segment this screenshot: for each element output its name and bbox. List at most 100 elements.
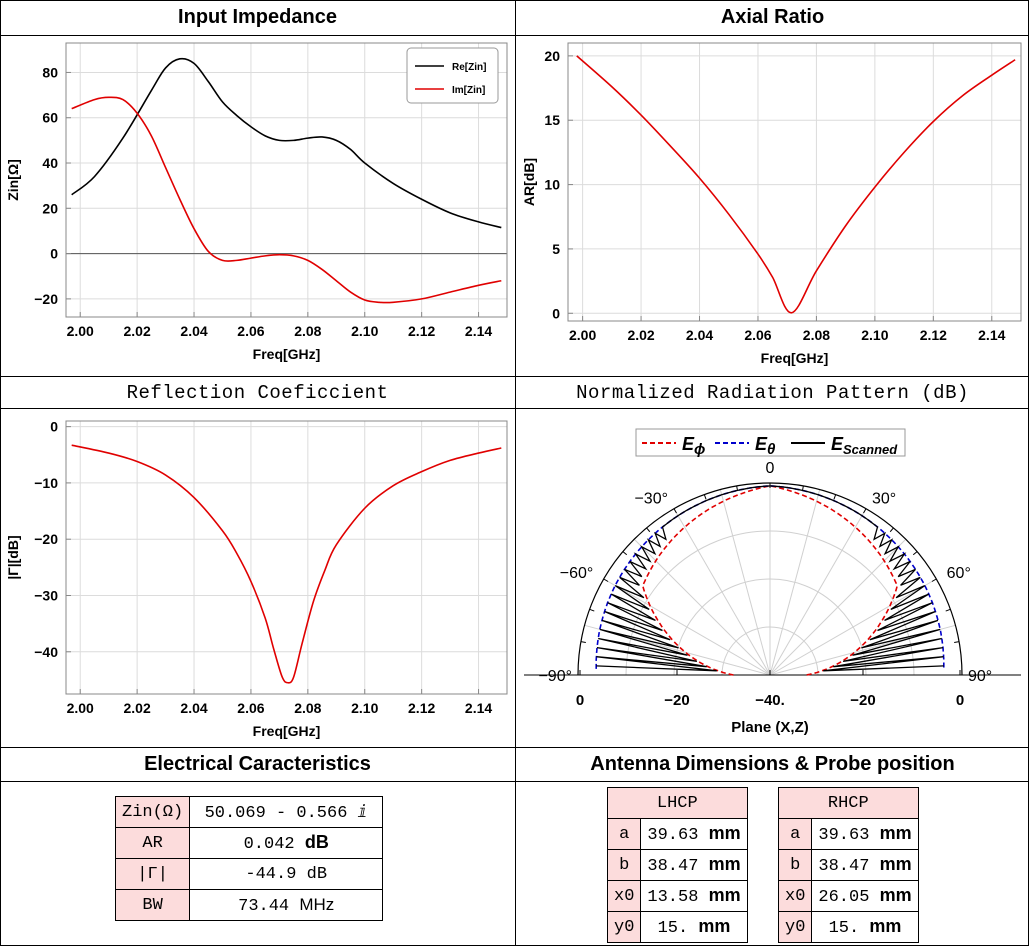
unit-text: mm — [869, 916, 902, 936]
dim-value: 39.63 mm — [811, 818, 919, 850]
polar-tick — [673, 508, 677, 514]
rhcp-header: RHCP — [778, 787, 919, 819]
e-theta-curve — [595, 485, 945, 669]
electrical-value: 73.44 MHz — [189, 889, 384, 921]
y-tick-label: −40 — [34, 644, 58, 660]
polar-spoke — [603, 578, 771, 676]
axial-ratio-panel-title: Axial Ratio — [720, 6, 825, 28]
legend-label: Eϕ — [682, 434, 705, 458]
polar-spoke — [719, 489, 771, 676]
x-tick-label: 2.00 — [67, 323, 94, 339]
reflection-panel-title: Reflection Coeficcient — [126, 381, 389, 404]
polar-tick — [833, 494, 837, 500]
dim-key: x0 — [606, 880, 642, 912]
unit-text: mm — [698, 916, 731, 936]
dim-key: y0 — [777, 911, 813, 943]
x-tick-label: 2.10 — [861, 327, 888, 343]
axial-ratio-chart: 2.00 2.02 2.04 2.06 2.08 2.10 2.12 2.14 0 5 10 15 20… — [521, 42, 1022, 366]
angle-label: 90° — [968, 668, 992, 685]
x-tick-label: 2.14 — [465, 700, 492, 716]
x-tick-label: 2.06 — [744, 327, 771, 343]
y-tick-label: 60 — [42, 110, 58, 126]
polar-tick — [580, 641, 586, 644]
table-row: b 38.47 mm — [606, 849, 748, 881]
dim-key: a — [777, 818, 813, 850]
plot-frame — [567, 42, 1022, 322]
table-row: BW 73.44 MHz — [114, 889, 384, 921]
electrical-key: |Γ| — [114, 858, 191, 890]
x-tick-label: 2.00 — [569, 327, 596, 343]
unit-text: MHz — [299, 894, 335, 914]
x-tick-label: 2.08 — [803, 327, 830, 343]
table-row: x0 26.05 mm — [777, 880, 919, 912]
dimensions-panel-title: Antenna Dimensions & Probe position — [590, 753, 955, 775]
dim-value: 26.05 mm — [811, 880, 919, 912]
y-tick-label: 20 — [42, 200, 58, 216]
value-text: 15. — [828, 919, 860, 938]
electrical-value: 50.069 - 0.566 ⅈ — [189, 796, 384, 828]
y-tick-label: 15 — [544, 112, 560, 128]
pattern-panel-title: Normalized Radiation Pattern (dB) — [576, 381, 969, 404]
impedance-panel-title: Input Impedance — [178, 6, 337, 28]
unit-text: mm — [879, 823, 912, 843]
e-phi-curve — [641, 485, 899, 676]
y-tick-label: 0 — [50, 419, 58, 435]
unit-text: mm — [879, 854, 912, 874]
plot-frame — [65, 420, 508, 695]
x-tick-label: 2.12 — [408, 700, 435, 716]
polar-spoke — [769, 508, 867, 676]
polar-tick — [889, 527, 894, 533]
polar-spoke — [673, 508, 771, 676]
angle-label: −60° — [560, 565, 594, 582]
y-tick-label: −30 — [34, 587, 58, 603]
polar-tick — [912, 551, 918, 556]
x-tick-label: 2.08 — [294, 323, 321, 339]
value-text: 0.042 — [243, 835, 295, 854]
table-row: a 39.63 mm — [777, 818, 919, 850]
polar-tick — [931, 578, 937, 582]
value-text: 39.63 — [647, 826, 699, 845]
dim-value: 38.47 mm — [811, 849, 919, 881]
polar-spoke — [769, 578, 937, 676]
unit-text: mm — [708, 885, 741, 905]
x-tick-label: −40. — [755, 692, 785, 709]
value-text: 15. — [657, 919, 689, 938]
electrical-key: Zin(Ω) — [114, 796, 191, 828]
polar-tick — [863, 508, 867, 514]
electrical-key: BW — [114, 889, 191, 921]
x-tick-label: 2.10 — [351, 700, 378, 716]
dim-key: x0 — [777, 880, 813, 912]
x-tick-label: 2.02 — [124, 700, 151, 716]
y-tick-label: 80 — [42, 64, 58, 80]
polar-spoke — [769, 538, 907, 676]
x-tick-label: 2.10 — [351, 323, 378, 339]
x-tick-label: −20 — [850, 692, 875, 709]
polar-tick — [954, 641, 960, 644]
polar-tick — [703, 494, 707, 500]
polar-tick — [622, 551, 628, 556]
value-text: 50.069 - 0.566 ⅈ — [204, 803, 368, 823]
value-text: 13.58 — [647, 888, 699, 907]
value-text: 26.05 — [818, 888, 870, 907]
x-tick-label: −20 — [664, 692, 689, 709]
series-line — [576, 55, 1016, 314]
unit-text: mm — [708, 854, 741, 874]
y-axis-label: |Γ|[dB] — [5, 535, 21, 579]
table-row: |Γ| -44.9 dB — [114, 858, 384, 890]
x-tick-label: 2.12 — [408, 323, 435, 339]
y-tick-label: −20 — [34, 291, 58, 307]
table-row: a 39.63 mm — [606, 818, 748, 850]
dim-value: 38.47 mm — [640, 849, 748, 881]
unit-text: mm — [708, 823, 741, 843]
x-tick-label: 2.14 — [465, 323, 492, 339]
lhcp-table: LHCP a 39.63 mm b 38.47 mm x0 13.58 mm y0 15… — [606, 787, 748, 943]
legend-label: EScanned — [831, 434, 898, 457]
y-tick-label: 0 — [50, 246, 58, 262]
table-row: AR 0.042 dB — [114, 827, 384, 859]
y-axis-label: AR[dB] — [521, 158, 537, 206]
e-scanned-curve — [596, 485, 944, 672]
x-axis-label: Freq[GHz] — [253, 346, 321, 362]
dim-value: 13.58 mm — [640, 880, 748, 912]
x-tick-label: 2.02 — [627, 327, 654, 343]
polar-spoke — [769, 489, 821, 676]
